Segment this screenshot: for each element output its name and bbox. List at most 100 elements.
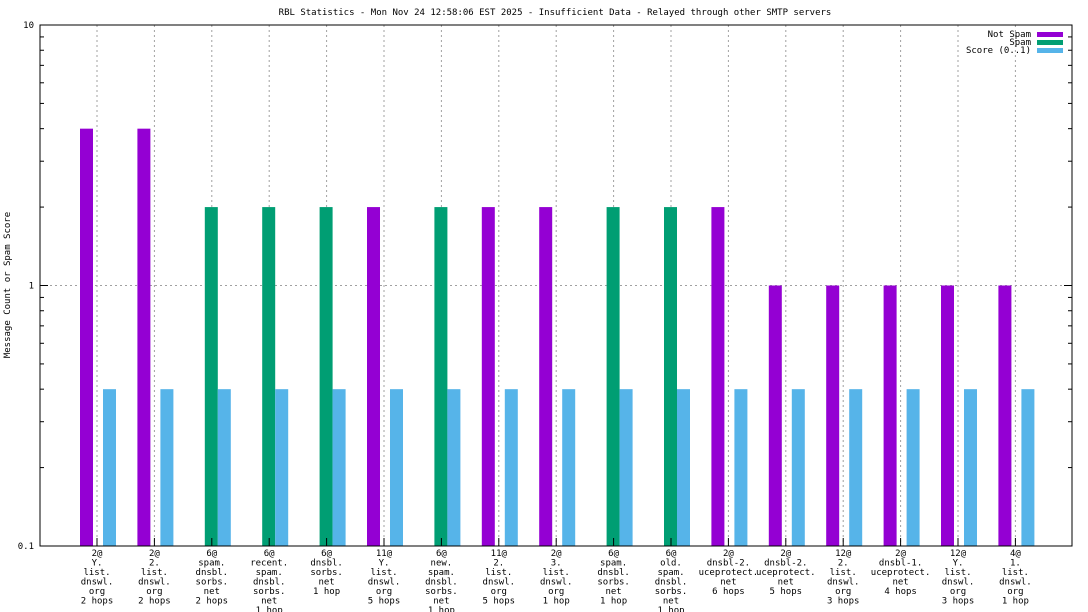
x-tick-label-line: 2. <box>149 559 160 569</box>
x-tick-label-line: 2@ <box>92 549 103 559</box>
bar-score <box>1021 389 1035 546</box>
x-tick-label-line: 5 hops <box>483 597 516 607</box>
x-tick-label-line: dnswl. <box>999 578 1032 588</box>
bar-score <box>160 389 174 546</box>
bar-spam <box>606 207 620 547</box>
x-tick-label-line: spam. <box>600 559 627 569</box>
bar-score <box>562 389 576 546</box>
y-ticks: 10 1 0.1 <box>18 21 1072 552</box>
bar-score <box>390 389 403 546</box>
x-tick-label-line: net <box>605 587 621 597</box>
x-tick-label-line: dnswl. <box>81 578 114 588</box>
x-tick-label-line: 6@ <box>264 549 275 559</box>
x-tick-label-line: dnsbl. <box>310 559 343 569</box>
bar-score <box>964 389 977 546</box>
x-tick-label-line: 1 hop <box>256 606 283 612</box>
x-tick-label-line: sorbs. <box>425 587 458 597</box>
x-tick-label-line: 6@ <box>321 549 332 559</box>
x-tick-label-line: 3 hops <box>942 597 975 607</box>
x-tick-label-line: dnsbl-2. <box>764 559 807 569</box>
x-tick-label-line: dnsbl. <box>597 568 630 578</box>
x-tick-label-line: 2@ <box>149 549 160 559</box>
x-tick-label-line: org <box>1007 587 1023 597</box>
bar-not-spam <box>826 285 840 546</box>
x-tick-label-line: net <box>433 597 449 607</box>
x-tick-label-line: dnswl. <box>483 578 516 588</box>
x-tick-label-line: 5 hops <box>770 587 803 597</box>
x-tick-label-line: list. <box>1002 568 1029 578</box>
bars <box>80 128 1035 547</box>
x-tick-label-line: 5 hops <box>368 597 401 607</box>
x-tick-label-line: list. <box>543 568 570 578</box>
x-tick-label-line: dnsbl. <box>196 568 229 578</box>
x-tick-label-line: list. <box>485 568 512 578</box>
x-tick-label-line: Y. <box>92 559 103 569</box>
x-tick-label-line: 3. <box>551 559 562 569</box>
x-tick-label-line: 12@ <box>950 549 967 559</box>
x-tick-label-line: 1. <box>1010 559 1021 569</box>
x-tick-label-line: list. <box>83 568 110 578</box>
bar-score <box>332 389 346 546</box>
bar-score <box>504 389 518 546</box>
x-tick-label-line: org <box>950 587 966 597</box>
bar-score <box>619 389 633 546</box>
x-tick-label-line: 1 hop <box>657 606 684 612</box>
x-tick-label-line: 2@ <box>723 549 734 559</box>
x-tick-label-line: 2 hops <box>138 597 171 607</box>
x-tick-label-line: 1 hop <box>313 587 340 597</box>
legend-label: Not Spam <box>988 30 1031 40</box>
legend-swatch <box>1037 40 1063 45</box>
x-tick-label-line: 1 hop <box>600 597 627 607</box>
legend-label: Score (0..1) <box>966 46 1031 56</box>
x-tick-label-line: dnswl. <box>138 578 171 588</box>
x-tick-label-line: 6@ <box>436 549 447 559</box>
bar-not-spam <box>998 285 1012 546</box>
x-tick-label-line: spam. <box>256 568 283 578</box>
bar-not-spam <box>137 128 151 546</box>
x-tick-label-line: uceprotect. <box>699 568 759 578</box>
x-tick-label-line: 3 hops <box>827 597 860 607</box>
x-tick-label-line: 1 hop <box>428 606 455 612</box>
x-tick-label-line: net <box>318 578 334 588</box>
bar-score <box>217 389 231 546</box>
x-tick-label-line: 4 hops <box>884 587 917 597</box>
x-tick-label-line: new. <box>431 559 453 569</box>
x-tick-label-line: Y. <box>953 559 964 569</box>
x-tick-label-line: org <box>491 587 507 597</box>
x-tick-label-line: dnsbl. <box>655 578 688 588</box>
x-tick-label-line: 2. <box>493 559 504 569</box>
x-tick-label-line: org <box>835 587 851 597</box>
bar-not-spam <box>481 207 495 547</box>
bar-not-spam <box>80 128 93 546</box>
x-tick-label-line: 11@ <box>491 549 508 559</box>
bar-score <box>906 389 920 546</box>
x-tick-label-line: 2@ <box>895 549 906 559</box>
x-tick-label-line: 2 hops <box>81 597 114 607</box>
x-tick-label-line: sorbs. <box>253 587 286 597</box>
y-tick-label: 0.1 <box>18 542 34 552</box>
x-tick-label-line: org <box>548 587 564 597</box>
x-tick-label-line: dnswl. <box>540 578 573 588</box>
x-tick-label-line: list. <box>944 568 971 578</box>
bar-not-spam <box>539 207 553 547</box>
x-tick-label-line: dnsbl-1. <box>879 559 922 569</box>
x-tick-label-line: net <box>778 578 794 588</box>
x-tick-label-line: 2 hops <box>196 597 229 607</box>
x-tick-label-line: spam. <box>428 568 455 578</box>
x-tick-label-line: list. <box>830 568 857 578</box>
y-tick-label: 1 <box>29 282 34 292</box>
